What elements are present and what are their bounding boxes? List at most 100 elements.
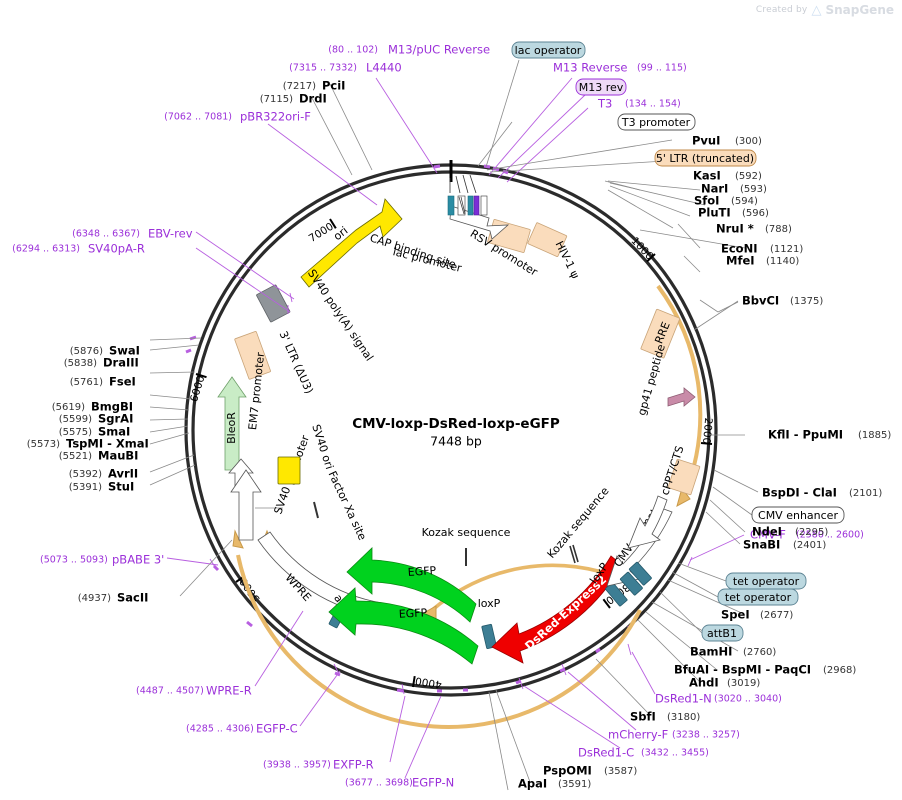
primer-range-sv40pa-r: (6294 .. 6313) <box>12 244 80 255</box>
feature-label-3-ltr: 3' LTR (ΔU3) <box>277 329 316 396</box>
feature-label-factor-xa: Factor Xa site <box>326 469 369 543</box>
enzyme-pos-fsei: (5761) <box>70 377 103 388</box>
enzyme-pos-bamhi: (2760) <box>743 647 776 658</box>
enzyme-label-pspomi: PspOMI <box>543 764 592 778</box>
enzyme-pos-drdi: (7115) <box>260 94 293 105</box>
feature-bleor: BleoR <box>217 376 247 471</box>
primer-label-t3: T3 <box>597 97 612 111</box>
boxed-tet-operator-1: tet operator <box>725 572 807 590</box>
primer-range-egfp-n: (3677 .. 3698) <box>345 778 413 789</box>
boxed-label-tet-operator-2: tet operator <box>725 591 792 604</box>
axis-ticks: 1000 2000 3000 4000 5000 <box>188 160 714 690</box>
enzyme-label-drdi: DrdI <box>299 92 327 106</box>
enzyme-pos-mfei: (1140) <box>766 256 799 267</box>
enzyme-label-apai: ApaI <box>518 777 547 791</box>
enzyme-pos-pvui: (300) <box>735 136 762 147</box>
boxed-t3-promoter: T3 promoter <box>617 113 696 131</box>
primer-label-sv40pa-r: SV40pA-R <box>88 242 145 256</box>
feature-rsv-promoter: RSV promoter <box>449 205 540 279</box>
boxed-tet-operator-2: tet operator <box>717 588 799 606</box>
primer-label-dsred1-n: DsRed1-N <box>655 692 712 706</box>
enzyme-pos-sfoi: (594) <box>731 196 758 207</box>
feature-label-bleor: BleoR <box>225 412 238 444</box>
boxed-label-cmv-enhancer: CMV enhancer <box>758 509 838 522</box>
boxed-feature-labels: lac operator M13 rev T3 promoter 5' LTR … <box>511 41 845 642</box>
enzyme-label-sacii: SacII <box>117 591 148 605</box>
enzyme-pos-sbfi: (3180) <box>667 712 700 723</box>
enzyme-pos-smai: (5575) <box>59 427 92 438</box>
plasmid-size: 7448 bp <box>430 434 482 449</box>
feature-3-ltr: 3' LTR (ΔU3) <box>234 329 316 396</box>
boxed-label-5-ltr: 5' LTR (truncated) <box>656 152 754 165</box>
enzyme-labels: (7217) PciI (7115) DrdI PvuI (300) KasI … <box>27 79 892 791</box>
feature-label-kozak-1: Kozak sequence <box>422 526 511 539</box>
enzyme-pos-tspmi-xmai: (5573) <box>27 439 60 450</box>
enzyme-pos-econi: (1121) <box>770 244 803 255</box>
enzyme-label-sfoi: SfoI <box>694 194 719 208</box>
enzyme-label-stui: StuI <box>108 480 134 494</box>
enzyme-pos-kfli-ppumi: (1885) <box>858 430 891 441</box>
enzyme-label-bbvci: BbvCI <box>742 294 779 308</box>
enzyme-label-kfli-ppumi: KflI - PpuMI <box>768 428 843 442</box>
primer-label-m13puc: M13/pUC Reverse <box>388 43 490 57</box>
primer-label-wpre-r: WPRE-R <box>206 684 252 698</box>
primer-range-m13puc: (80 .. 102) <box>328 45 378 56</box>
enzyme-label-nari: NarI <box>701 182 728 196</box>
snapgene-watermark: Created by △ SnapGene <box>756 3 894 17</box>
enzyme-pos-apai: (3591) <box>558 779 591 790</box>
enzyme-label-bamhi: BamHI <box>690 645 732 659</box>
enzyme-label-ndei: NdeI <box>752 525 782 539</box>
enzyme-pos-pcii: (7217) <box>283 81 316 92</box>
primer-range-exfp-r: (3938 .. 3957) <box>263 760 331 771</box>
feature-gp41-peptide: gp41 peptide <box>635 343 696 417</box>
feature-label-kozak-2: Kozak sequence <box>545 484 612 561</box>
feature-kozak-1: Kozak sequence <box>422 526 511 566</box>
snapgene-logo-icon: △ <box>811 2 822 18</box>
enzyme-pos-bfuai: (2968) <box>823 665 856 676</box>
boxed-label-m13-rev: M13 rev <box>579 81 624 94</box>
primer-label-exfp-r: EXFP-R <box>333 758 374 772</box>
watermark-prefix: Created by <box>755 5 808 15</box>
boxed-attb1: attB1 <box>701 624 744 642</box>
primer-range-l4440: (7315 .. 7332) <box>289 63 357 74</box>
enzyme-pos-pspomi: (3587) <box>604 766 637 777</box>
enzyme-label-snabi: SnaBI <box>743 538 780 552</box>
primer-range-wpre-r: (4487 .. 4507) <box>136 686 204 697</box>
primer-range-m13-reverse: (99 .. 115) <box>637 63 687 74</box>
enzyme-label-swai: SwaI <box>109 344 140 358</box>
enzyme-label-nrui: NruI * <box>716 222 754 236</box>
enzyme-label-draiii: DraIII <box>103 356 139 370</box>
enzyme-pos-snabi: (2401) <box>793 540 826 551</box>
enzyme-pos-nrui: (788) <box>765 224 792 235</box>
boxed-lac-operator: lac operator <box>511 41 586 59</box>
tick-2000: 2000 <box>700 417 714 445</box>
primer-label-m13-reverse: M13 Reverse <box>553 61 627 75</box>
enzyme-label-bfuai: BfuAI - BspMI - PaqCI <box>674 663 811 677</box>
enzyme-pos-spei: (2677) <box>760 610 793 621</box>
enzyme-label-bspdi-clai: BspDI - ClaI <box>762 486 837 500</box>
primer-range-egfp-c: (4285 .. 4306) <box>186 724 254 735</box>
enzyme-label-bmgbi: BmgBI <box>91 400 133 414</box>
enzyme-label-pvui: PvuI <box>692 134 720 148</box>
enzyme-pos-kasi: (592) <box>735 171 762 182</box>
enzyme-label-pcii: PciI <box>322 79 345 93</box>
enzyme-label-spei: SpeI <box>721 608 750 622</box>
feature-egfp-1: EGFP <box>346 547 477 623</box>
primer-range-dsred1-n: (3020 .. 3040) <box>714 694 782 705</box>
enzyme-label-sbfi: SbfI <box>630 710 656 724</box>
feature-label-loxp-1: loxP <box>478 597 501 610</box>
enzyme-pos-ahdi: (3019) <box>727 678 760 689</box>
boxed-m13-rev: M13 rev <box>575 78 627 96</box>
watermark-brand: SnapGene <box>825 3 894 17</box>
boxed-cmv-enhancer: CMV enhancer <box>751 506 845 524</box>
enzyme-pos-nari: (593) <box>740 184 767 195</box>
enzyme-label-mfei: MfeI <box>726 254 755 268</box>
enzyme-pos-pluti: (596) <box>742 208 769 219</box>
boxed-5-ltr: 5' LTR (truncated) <box>654 149 757 167</box>
enzyme-pos-sgrai: (5599) <box>59 414 92 425</box>
primer-label-l4440: L4440 <box>366 61 402 75</box>
enzyme-pos-ndei: (2295) <box>795 527 828 538</box>
feature-rre: RRE <box>640 308 681 359</box>
